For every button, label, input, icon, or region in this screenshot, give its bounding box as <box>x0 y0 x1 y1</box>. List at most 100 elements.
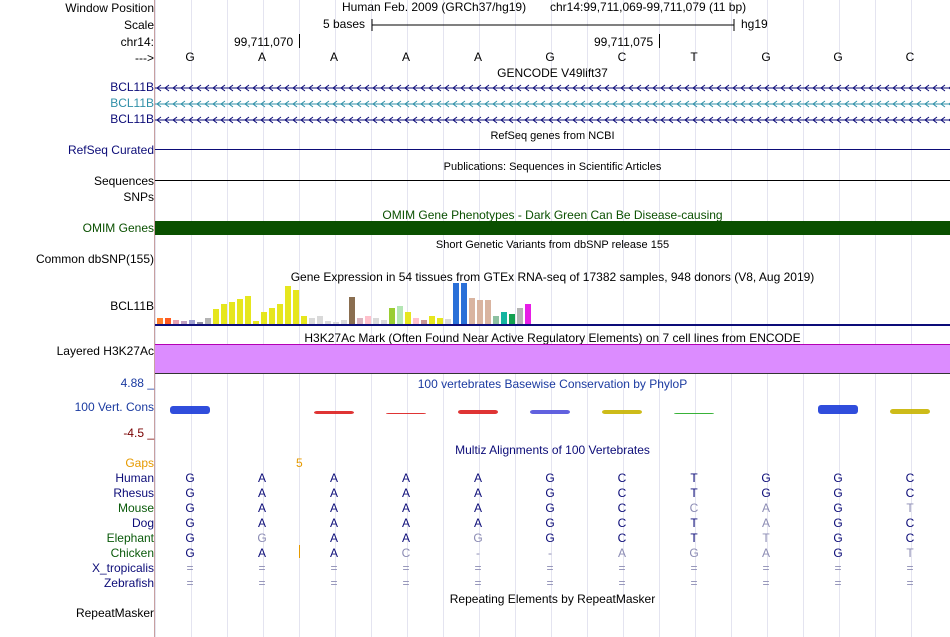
gap-count: 5 <box>296 456 303 470</box>
base-guide-line <box>875 0 876 637</box>
refseq-title: RefSeq genes from NCBI <box>490 130 615 142</box>
gtex-tissue-bar[interactable] <box>365 316 371 324</box>
omim-label[interactable]: OMIM Genes <box>82 221 154 235</box>
dbsnp-label[interactable]: Common dbSNP(155) <box>35 252 154 266</box>
publications-label[interactable]: Sequences <box>93 174 154 188</box>
gtex-tissue-bar[interactable] <box>493 316 499 324</box>
h3k27ac-label[interactable]: Layered H3K27Ac <box>56 344 154 358</box>
base-guide-line <box>767 0 768 637</box>
species-label-x_tropicalis[interactable]: X_tropicalis <box>91 561 154 575</box>
base-guide-line <box>659 0 660 637</box>
gtex-tissue-bar[interactable] <box>285 286 291 324</box>
gtex-tissue-bar[interactable] <box>421 320 427 324</box>
gtex-tissue-bar[interactable] <box>165 318 171 324</box>
label-divider[interactable] <box>154 0 155 637</box>
gtex-tissue-bar[interactable] <box>405 312 411 324</box>
gtex-tissue-bar[interactable] <box>245 296 251 324</box>
gtex-tissue-bar[interactable] <box>477 300 483 324</box>
aligned-base: G <box>545 516 555 530</box>
gtex-tissue-bar[interactable] <box>333 322 339 324</box>
gtex-tissue-bar[interactable] <box>509 314 515 324</box>
aligned-base: G <box>761 486 771 500</box>
gencode-gene-label-2[interactable]: BCL11B <box>110 96 154 110</box>
snps-label[interactable]: SNPs <box>123 190 154 204</box>
publications-line[interactable] <box>155 180 950 181</box>
base-guide-line <box>803 0 804 637</box>
gtex-tissue-bar[interactable] <box>341 320 347 324</box>
gencode-gene-label-3[interactable]: BCL11B <box>110 112 154 126</box>
aligned-base: G <box>185 531 195 545</box>
gtex-tissue-bar[interactable] <box>157 318 163 324</box>
species-label-mouse[interactable]: Mouse <box>117 501 154 515</box>
gencode-gene-line[interactable] <box>155 100 950 108</box>
omim-gene-bar[interactable] <box>155 221 950 235</box>
species-label-dog[interactable]: Dog <box>131 516 154 530</box>
gtex-tissue-bar[interactable] <box>181 321 187 324</box>
aligned-base: G <box>185 516 195 530</box>
gtex-tissue-bar[interactable] <box>389 308 395 324</box>
gtex-tissue-bar[interactable] <box>445 319 451 324</box>
aligned-base: G <box>257 531 267 545</box>
gtex-tissue-bar[interactable] <box>309 318 315 324</box>
gtex-expression-bars[interactable] <box>155 283 950 327</box>
gtex-label[interactable]: BCL11B <box>110 299 154 313</box>
species-label-rhesus[interactable]: Rhesus <box>113 486 154 500</box>
gtex-tissue-bar[interactable] <box>469 298 475 324</box>
gtex-tissue-bar[interactable] <box>237 299 243 324</box>
h3k27ac-title: H3K27Ac Mark (Often Found Near Active Re… <box>304 331 801 345</box>
gtex-tissue-bar[interactable] <box>397 306 403 324</box>
gencode-gene-label-1[interactable]: BCL11B <box>110 80 154 94</box>
gtex-tissue-bar[interactable] <box>197 322 203 324</box>
species-label-human[interactable]: Human <box>115 471 154 485</box>
aligned-base: G <box>545 486 555 500</box>
gtex-tissue-bar[interactable] <box>317 316 323 324</box>
gencode-gene-line[interactable] <box>155 116 950 124</box>
aligned-base: C <box>905 516 915 530</box>
position-readout[interactable]: chr14:99,711,069-99,711,079 (11 bp) <box>550 0 747 14</box>
aligned-base: T <box>690 471 698 485</box>
gtex-tissue-bar[interactable] <box>437 318 443 324</box>
aligned-base: T <box>690 516 698 530</box>
gtex-tissue-bar[interactable] <box>501 312 507 324</box>
species-label-zebrafish[interactable]: Zebrafish <box>103 576 154 590</box>
refseq-gene-line[interactable] <box>155 149 950 150</box>
gtex-tissue-bar[interactable] <box>277 304 283 324</box>
gtex-tissue-bar[interactable] <box>301 316 307 324</box>
gtex-tissue-bar[interactable] <box>517 308 523 324</box>
gtex-tissue-bar[interactable] <box>189 320 195 324</box>
gtex-tissue-bar[interactable] <box>357 318 363 324</box>
repeatmasker-label[interactable]: RepeatMasker <box>75 606 154 620</box>
gencode-genes[interactable] <box>155 80 950 126</box>
gtex-tissue-bar[interactable] <box>205 318 211 324</box>
species-label-elephant[interactable]: Elephant <box>106 531 154 545</box>
gtex-tissue-bar[interactable] <box>525 304 531 324</box>
phylop-label[interactable]: 100 Vert. Cons <box>74 400 154 414</box>
gtex-tissue-bar[interactable] <box>229 302 235 324</box>
gtex-tissue-bar[interactable] <box>269 308 275 324</box>
gtex-tissue-bar[interactable] <box>253 321 259 324</box>
gtex-tissue-bar[interactable] <box>221 304 227 324</box>
gtex-tissue-bar[interactable] <box>485 300 491 324</box>
gtex-tissue-bar[interactable] <box>381 320 387 324</box>
gencode-gene-line[interactable] <box>155 84 950 92</box>
gtex-tissue-bar[interactable] <box>349 297 355 324</box>
gtex-tissue-bar[interactable] <box>429 316 435 324</box>
gtex-tissue-bar[interactable] <box>213 309 219 324</box>
multiz-title: Multiz Alignments of 100 Vertebrates <box>455 443 650 457</box>
gtex-tissue-bar[interactable] <box>413 318 419 324</box>
reference-base: A <box>329 50 338 64</box>
refseq-label[interactable]: RefSeq Curated <box>67 143 154 157</box>
h3k27ac-signal[interactable] <box>155 344 950 374</box>
gtex-tissue-bar[interactable] <box>453 283 459 324</box>
gtex-tissue-bar[interactable] <box>325 321 331 324</box>
gtex-tissue-bar[interactable] <box>373 318 379 324</box>
gtex-tissue-bar[interactable] <box>461 283 467 324</box>
gtex-tissue-bar[interactable] <box>293 290 299 324</box>
phylop-signal[interactable] <box>155 398 950 422</box>
gtex-tissue-bar[interactable] <box>261 312 267 324</box>
aligned-base: C <box>905 471 915 485</box>
aligned-base: A <box>473 516 482 530</box>
gtex-tissue-bar[interactable] <box>173 320 179 324</box>
species-label-chicken[interactable]: Chicken <box>110 546 154 560</box>
aligned-base: C <box>617 501 627 515</box>
